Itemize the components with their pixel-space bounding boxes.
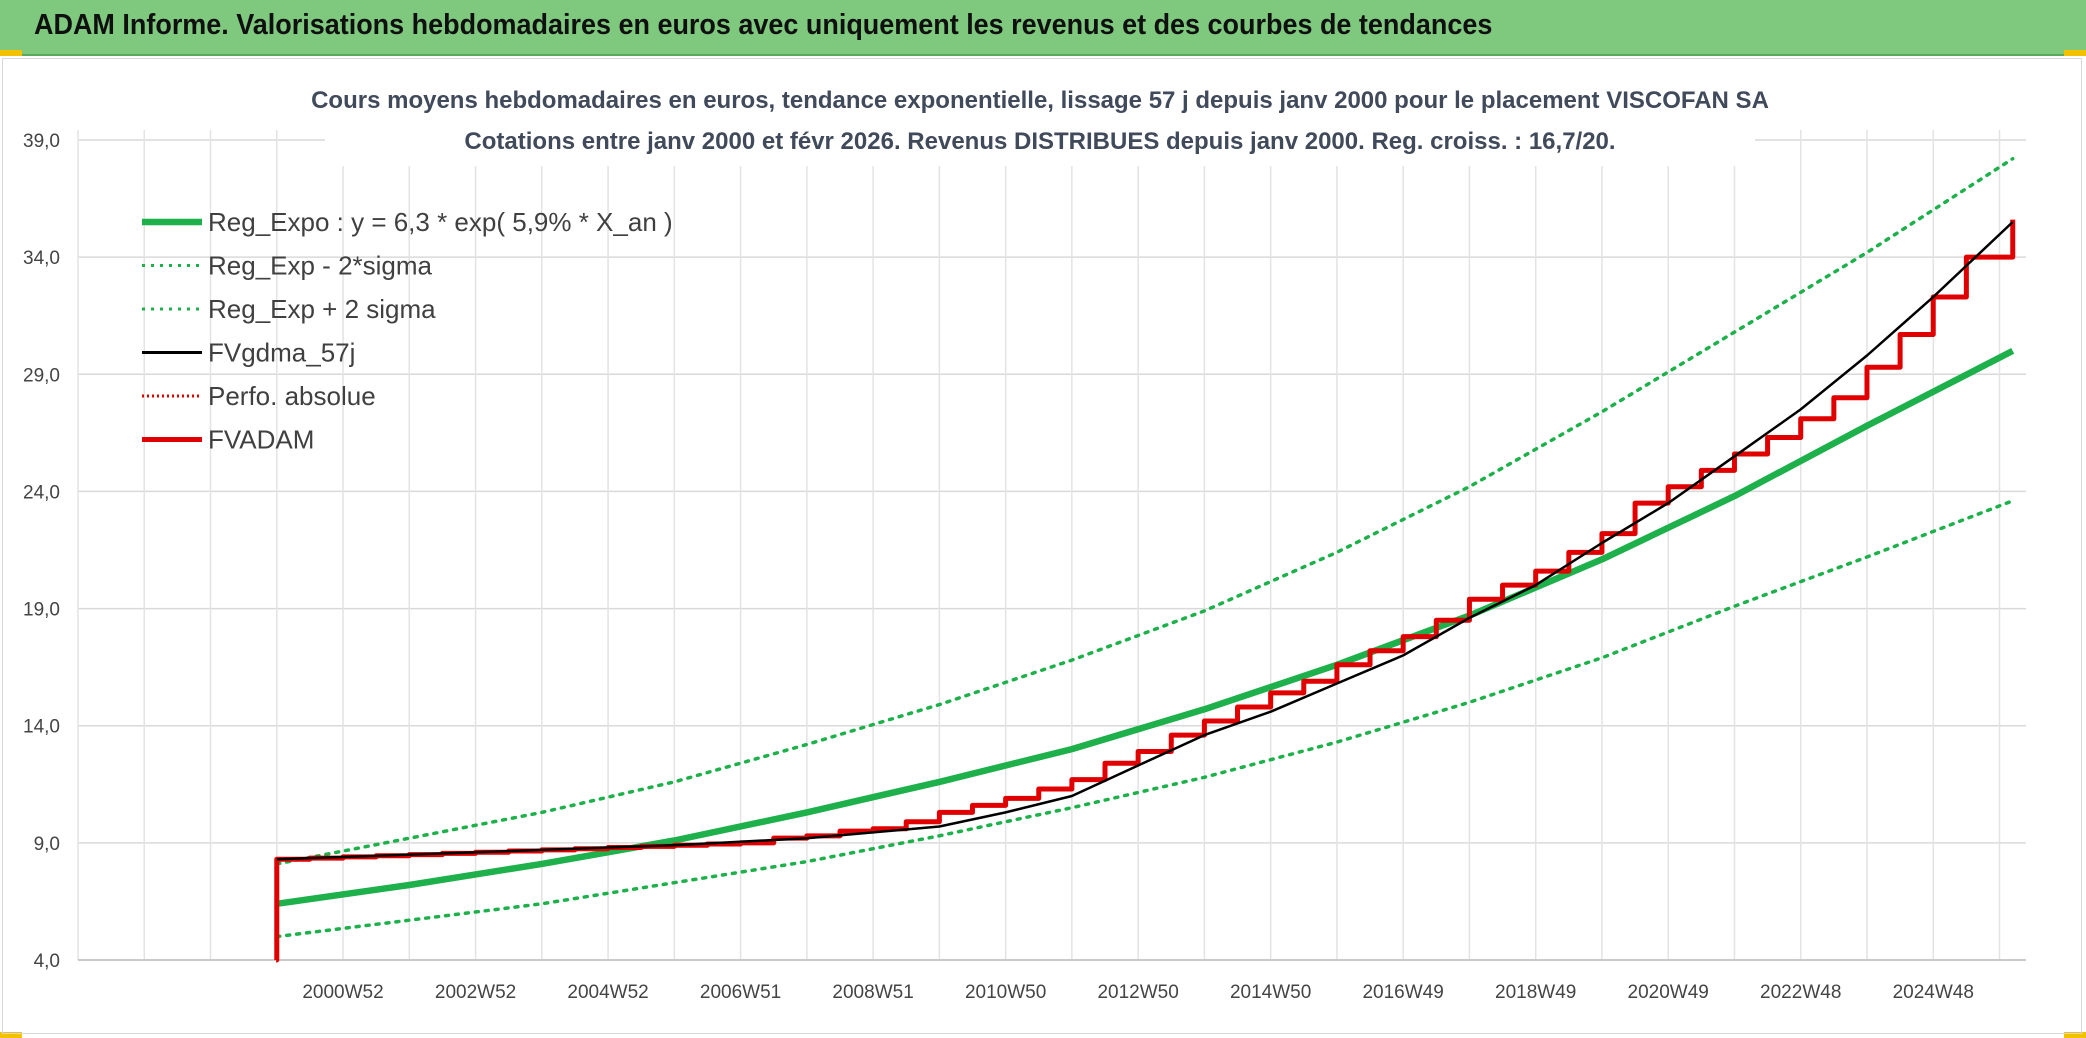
x-tick-label: 2004W52 — [567, 982, 648, 1003]
x-tick-label: 2016W49 — [1362, 982, 1443, 1003]
title-background — [325, 80, 1755, 166]
corner-mark-bottom-left — [0, 1032, 22, 1038]
y-axis-ticks: 4,0 9,0 14,0 19,0 24,0 29,0 34,0 39,0 — [23, 131, 60, 972]
legend-label-3: FVgdma_57j — [208, 338, 355, 368]
x-tick-label: 2014W50 — [1230, 982, 1311, 1003]
x-tick-label: 2002W52 — [435, 982, 516, 1003]
legend-label-4: Perfo. absolue — [208, 381, 376, 411]
gridlines — [77, 130, 2026, 961]
x-tick-label: 2020W49 — [1628, 982, 1709, 1003]
x-tick-label: 2006W51 — [700, 982, 781, 1003]
series-line-2 — [275, 156, 2015, 866]
y-tick-label: 9,0 — [34, 834, 60, 855]
y-tick-label: 19,0 — [23, 600, 60, 621]
y-tick-label: 4,0 — [34, 951, 60, 972]
y-tick-label: 29,0 — [23, 365, 60, 386]
report-banner: ADAM Informe. Valorisations hebdomadaire… — [0, 0, 2086, 56]
legend-label-5: FVADAM — [208, 425, 314, 455]
x-tick-label: 2008W51 — [832, 982, 913, 1003]
corner-mark-top-right — [2064, 50, 2086, 56]
series-layer — [274, 156, 2016, 963]
series-line-3 — [276, 221, 2014, 861]
series-line-1 — [275, 499, 2015, 939]
x-tick-label: 2022W48 — [1760, 982, 1841, 1003]
legend-label-1: Reg_Exp - 2*sigma — [208, 251, 433, 281]
legend: Reg_Expo : y = 6,3 * exp( 5,9% * X_an ) R… — [142, 207, 673, 455]
x-tick-label: 2018W49 — [1495, 982, 1576, 1003]
y-tick-label: 34,0 — [23, 248, 60, 269]
y-tick-label: 24,0 — [23, 482, 60, 503]
x-tick-label: 2024W48 — [1893, 982, 1974, 1003]
x-tick-label: 2000W52 — [302, 982, 383, 1003]
y-tick-label: 39,0 — [23, 131, 60, 152]
chart-subtitle: Cotations entre janv 2000 et févr 2026. … — [464, 128, 1615, 155]
report-title: ADAM Informe. Valorisations hebdomadaire… — [34, 9, 1493, 41]
series-line-0 — [276, 348, 2015, 908]
x-tick-label: 2010W50 — [965, 982, 1046, 1003]
chart-frame — [2, 58, 2082, 1034]
chart-title: Cours moyens hebdomadaires en euros, ten… — [311, 87, 1769, 114]
x-tick-label: 2012W50 — [1097, 982, 1178, 1003]
corner-mark-top-left — [0, 50, 22, 56]
y-tick-label: 14,0 — [23, 717, 60, 738]
legend-label-0: Reg_Expo : y = 6,3 * exp( 5,9% * X_an ) — [208, 207, 673, 237]
legend-label-2: Reg_Exp + 2 sigma — [208, 294, 436, 324]
x-axis-ticks: 2000W52 2002W52 2004W52 2006W51 2008W51 2010W… — [302, 982, 1974, 1003]
corner-mark-bottom-right — [2064, 1032, 2086, 1038]
